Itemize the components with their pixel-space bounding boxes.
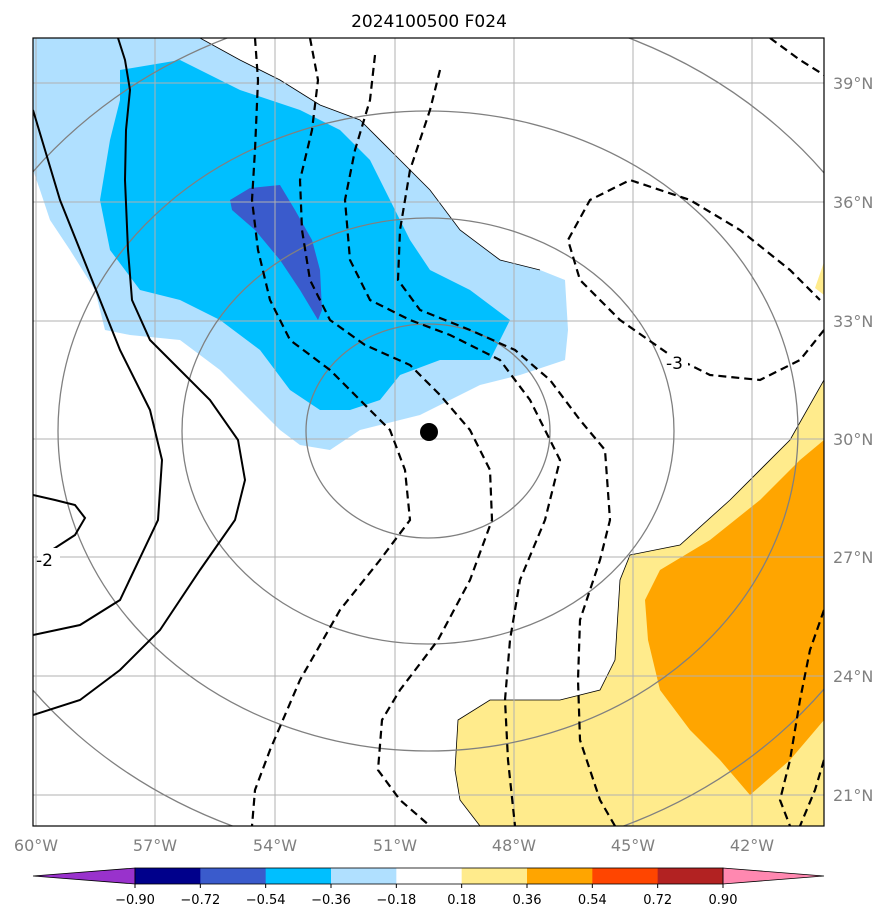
colorbar-segment bbox=[135, 868, 201, 884]
lon-tick-51w: 51°W bbox=[373, 836, 417, 855]
colorbar-extend-high bbox=[722, 867, 825, 885]
lat-tick-21n: 21°N bbox=[833, 786, 873, 805]
colorbar-segment bbox=[657, 868, 724, 884]
colorbar-tick-label: −0.36 bbox=[311, 893, 351, 908]
colorbar-segments bbox=[32, 867, 825, 885]
lon-tick-labels: 60°W 57°W 54°W 51°W 48°W 45°W 42°W bbox=[14, 836, 774, 855]
colorbar-tick-label: −0.54 bbox=[246, 893, 286, 908]
figure-title: 2024100500 F024 bbox=[351, 12, 507, 32]
lon-tick-54w: 54°W bbox=[253, 836, 297, 855]
lat-tick-24n: 24°N bbox=[833, 667, 873, 686]
colorbar-tick-label: 0.54 bbox=[578, 893, 607, 908]
lon-tick-57w: 57°W bbox=[133, 836, 177, 855]
lat-tick-39n: 39°N bbox=[833, 74, 873, 93]
colorbar-frame bbox=[134, 867, 724, 885]
colorbar-tick-label: 0.90 bbox=[709, 893, 738, 908]
lat-tick-27n: 27°N bbox=[833, 548, 873, 567]
contour-label-minus-3: -3 bbox=[666, 354, 683, 374]
colorbar-tick-label: −0.72 bbox=[180, 893, 220, 908]
shaded-field-positive bbox=[455, 262, 824, 826]
colorbar: −0.90 −0.72 −0.54 −0.36 −0.18 0.18 0.36 0.54 0.7… bbox=[32, 867, 825, 908]
storm-center-marker bbox=[420, 423, 438, 441]
lon-tick-45w: 45°W bbox=[611, 836, 655, 855]
colorbar-labels: −0.90 −0.72 −0.54 −0.36 −0.18 0.18 0.36 0.54 0.7… bbox=[115, 884, 737, 908]
shade-orange bbox=[645, 440, 824, 795]
lat-tick-33n: 33°N bbox=[833, 312, 873, 331]
colorbar-segment bbox=[265, 868, 332, 884]
colorbar-segment bbox=[592, 868, 659, 884]
lon-tick-48w: 48°W bbox=[492, 836, 536, 855]
lon-tick-60w: 60°W bbox=[14, 836, 58, 855]
colorbar-tick-label: 0.72 bbox=[643, 893, 672, 908]
lat-tick-36n: 36°N bbox=[833, 193, 873, 212]
colorbar-extend-low bbox=[32, 867, 136, 885]
colorbar-segment bbox=[527, 868, 593, 884]
lon-tick-42w: 42°W bbox=[730, 836, 774, 855]
colorbar-tick-label: −0.18 bbox=[376, 893, 416, 908]
range-rings bbox=[33, 38, 824, 826]
colorbar-segment bbox=[461, 868, 528, 884]
colorbar-segment bbox=[200, 868, 267, 884]
colorbar-tick-label: 0.18 bbox=[447, 893, 476, 908]
shade-yellow-east-edge bbox=[815, 262, 824, 295]
shaded-field-negative bbox=[33, 38, 568, 450]
colorbar-segment bbox=[396, 868, 463, 884]
plot-frame bbox=[32, 37, 825, 827]
lat-tick-labels: 39°N 36°N 33°N 30°N 27°N 24°N 21°N bbox=[833, 74, 873, 805]
shade-blue bbox=[230, 185, 322, 320]
colorbar-tick-label: 0.36 bbox=[513, 893, 542, 908]
colorbar-tick-label: −0.90 bbox=[115, 893, 155, 908]
contour-label-minus-2: -2 bbox=[36, 551, 53, 571]
plot-area: -3 -2 bbox=[33, 38, 824, 826]
dashed-contours bbox=[250, 38, 824, 826]
shade-outlines bbox=[199, 38, 824, 826]
colorbar-segment bbox=[331, 868, 397, 884]
lat-tick-30n: 30°N bbox=[833, 430, 873, 449]
